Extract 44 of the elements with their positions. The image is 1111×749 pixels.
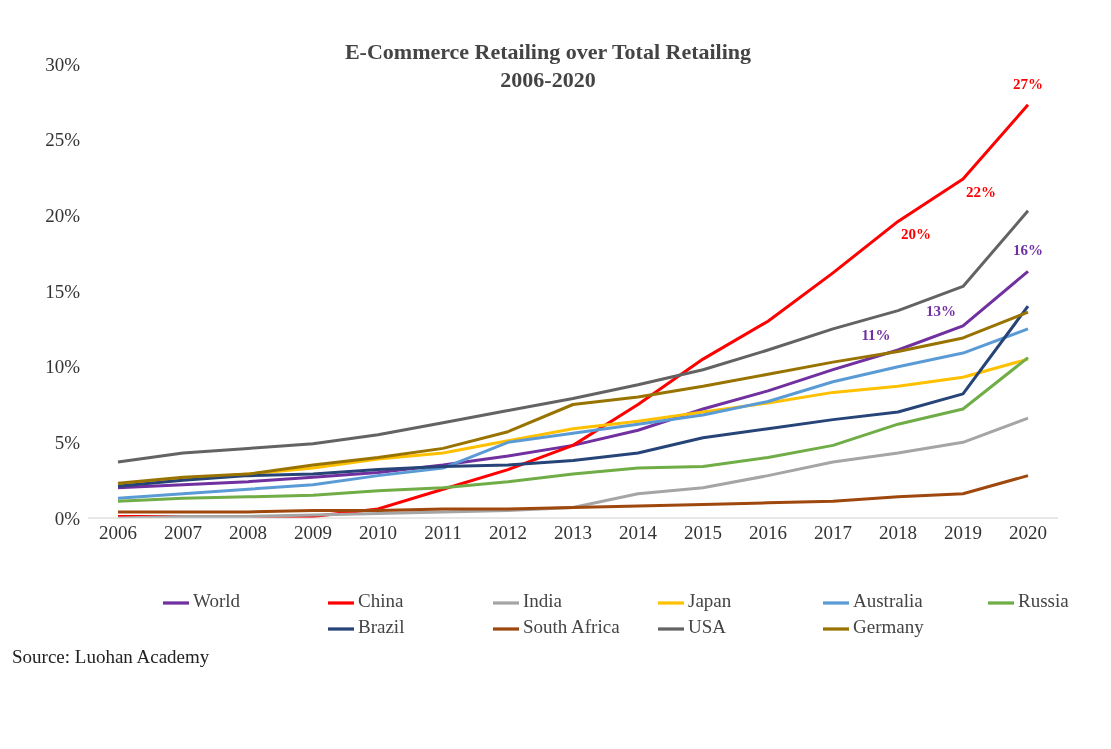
x-tick-label: 2020 bbox=[1009, 522, 1047, 544]
y-tick-label: 30% bbox=[45, 53, 81, 75]
data-label: 11% bbox=[861, 327, 891, 344]
x-tick-label: 2018 bbox=[879, 522, 917, 544]
legend-label: India bbox=[523, 590, 564, 613]
legend-label: Brazil bbox=[358, 616, 406, 639]
data-label: 13% bbox=[926, 302, 956, 319]
x-tick-label: 2014 bbox=[619, 522, 658, 544]
x-tick-label: 2016 bbox=[749, 522, 787, 544]
y-tick-label: 25% bbox=[45, 129, 81, 151]
legend-label: USA bbox=[688, 616, 727, 639]
x-tick-label: 2009 bbox=[294, 522, 332, 544]
x-tick-label: 2008 bbox=[229, 522, 267, 544]
data-label: 20% bbox=[901, 226, 931, 243]
y-tick-label: 0% bbox=[54, 507, 81, 529]
y-tick-label: 10% bbox=[45, 356, 81, 378]
x-tick-label: 2015 bbox=[684, 522, 722, 544]
chart-subtitle: 2006-2020 bbox=[500, 67, 596, 92]
legend-label: World bbox=[193, 590, 242, 613]
y-tick-label: 20% bbox=[45, 205, 81, 227]
data-label: 27% bbox=[1013, 75, 1043, 92]
legend-label: South Africa bbox=[523, 616, 621, 639]
source-note: Source: Luohan Academy bbox=[11, 646, 211, 668]
data-label: 16% bbox=[1013, 242, 1043, 259]
line-series bbox=[116, 416, 1030, 518]
x-tick-label: 2006 bbox=[99, 522, 137, 544]
legend-label: Germany bbox=[853, 616, 925, 639]
legend-label: Japan bbox=[688, 590, 733, 613]
x-tick-label: 2013 bbox=[554, 522, 592, 544]
line-series bbox=[116, 474, 1030, 514]
x-tick-label: 2017 bbox=[814, 522, 852, 544]
chart-title: E-Commerce Retailing over Total Retailing bbox=[344, 39, 752, 64]
legend-label: China bbox=[358, 590, 405, 613]
legend-label: Russia bbox=[1018, 590, 1070, 613]
legend-label: Australia bbox=[853, 590, 924, 613]
data-label: 22% bbox=[966, 184, 996, 201]
y-tick-label: 5% bbox=[54, 432, 81, 454]
x-tick-label: 2007 bbox=[164, 522, 202, 544]
line-series bbox=[116, 327, 1030, 500]
x-tick-label: 2010 bbox=[359, 522, 397, 544]
x-tick-label: 2019 bbox=[944, 522, 982, 544]
x-tick-label: 2012 bbox=[489, 522, 527, 544]
y-tick-label: 15% bbox=[45, 280, 81, 302]
x-tick-label: 2011 bbox=[424, 522, 462, 544]
